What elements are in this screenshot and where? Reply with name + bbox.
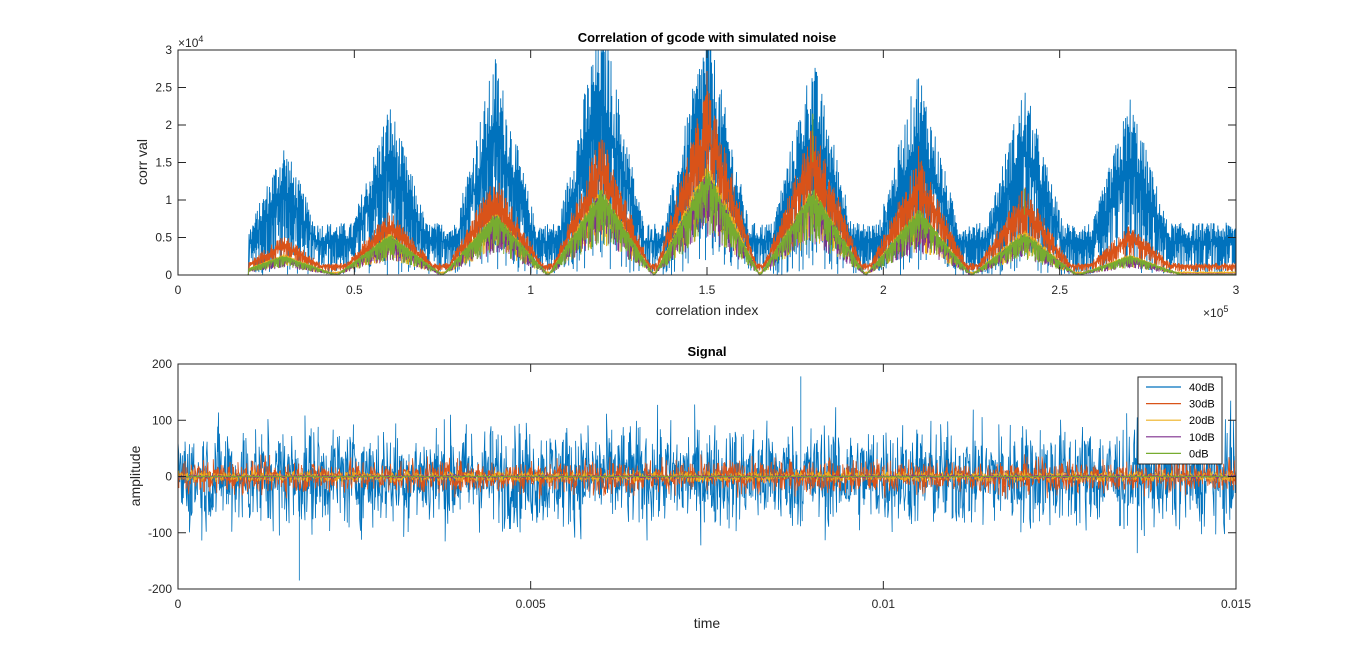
legend-item-30dB[interactable]: 30dB	[1146, 399, 1215, 411]
signal-ylabel: amplitude	[127, 445, 143, 506]
y-tick-label: 2.5	[155, 81, 172, 95]
legend-item-10dB[interactable]: 10dB	[1146, 432, 1215, 444]
y-tick-label: -200	[148, 582, 172, 596]
x-tick-label: 2	[880, 283, 887, 297]
correlation-x-exponent: ×105	[1203, 304, 1228, 320]
y-tick-label: -100	[148, 526, 172, 540]
legend-label: 0dB	[1189, 448, 1209, 460]
legend-item-0dB[interactable]: 0dB	[1146, 448, 1209, 460]
correlation-series-group	[178, 49, 1237, 277]
signal-title: Signal	[687, 344, 726, 359]
x-tick-label: 0.5	[346, 283, 363, 297]
y-tick-label: 0	[165, 470, 172, 484]
correlation-ticks: 0 0.5 1 1.5 2 2.5 3 0 0.5 1 1.5 2 2.5 3	[155, 43, 1239, 297]
x-tick-label: 0	[175, 597, 182, 611]
x-tick-label: 3	[1233, 283, 1240, 297]
y-exponent-power: 4	[198, 34, 203, 44]
y-tick-label: 200	[152, 357, 172, 371]
y-exponent-base: 10	[185, 36, 199, 50]
legend-label: 30dB	[1189, 399, 1215, 411]
signal-axes: 0 0.005 0.01 0.015 -200 -100 0 100 200 Signal ti…	[127, 344, 1251, 631]
legend-label: 40dB	[1189, 382, 1215, 394]
correlation-series-0dB	[178, 168, 1237, 277]
correlation-xlabel: correlation index	[656, 302, 759, 318]
y-tick-label: 1	[165, 193, 172, 207]
x-tick-label: 0.01	[872, 597, 896, 611]
x-tick-label: 2.5	[1051, 283, 1068, 297]
signal-series-group	[177, 376, 1237, 581]
legend-item-40dB[interactable]: 40dB	[1146, 382, 1215, 394]
signal-legend[interactable]: 40dB 30dB 20dB 10dB 0dB	[1137, 376, 1223, 465]
x-tick-label: 0.005	[516, 597, 546, 611]
signal-xlabel: time	[694, 615, 721, 631]
signal-series-0dB	[177, 474, 1237, 479]
x-exponent-power: 5	[1223, 304, 1228, 314]
signal-ticks: 0 0.005 0.01 0.015 -200 -100 0 100 200	[148, 357, 1251, 611]
y-tick-label: 2	[165, 118, 172, 132]
correlation-axes: 0 0.5 1 1.5 2 2.5 3 0 0.5 1 1.5 2 2.5 3 Correlation o…	[134, 30, 1240, 320]
y-tick-label: 0	[165, 268, 172, 282]
svg-text:×104: ×104	[178, 34, 203, 50]
x-tick-label: 0.015	[1221, 597, 1251, 611]
legend-item-20dB[interactable]: 20dB	[1146, 415, 1215, 427]
correlation-y-exponent: ×104	[178, 34, 203, 50]
correlation-ylabel: corr val	[134, 139, 150, 185]
svg-text:×105: ×105	[1203, 304, 1228, 320]
x-tick-label: 1	[527, 283, 534, 297]
x-tick-label: 1.5	[699, 283, 716, 297]
legend-label: 10dB	[1189, 432, 1215, 444]
x-exponent-base: 10	[1210, 306, 1224, 320]
y-tick-label: 3	[165, 43, 172, 57]
y-tick-label: 100	[152, 413, 172, 427]
x-tick-label: 0	[175, 283, 182, 297]
legend-label: 20dB	[1189, 415, 1215, 427]
y-tick-label: 0.5	[155, 231, 172, 245]
correlation-title: Correlation of gcode with simulated nois…	[578, 30, 837, 45]
y-tick-label: 1.5	[155, 156, 172, 170]
